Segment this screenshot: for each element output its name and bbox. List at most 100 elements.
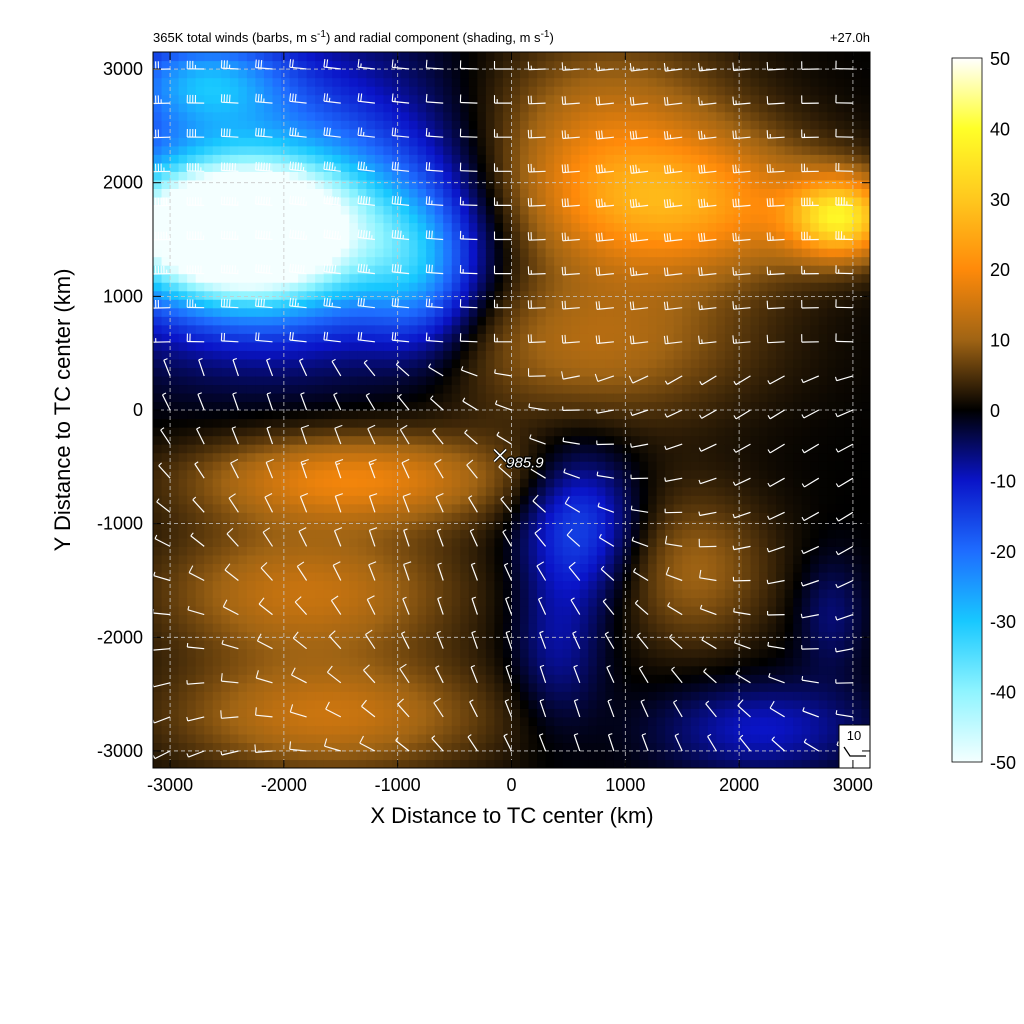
shading-cell xyxy=(306,640,316,650)
shading-cell xyxy=(477,341,487,351)
shading-cell xyxy=(528,128,538,138)
shading-cell xyxy=(255,682,265,692)
shading-cell xyxy=(153,418,163,428)
shading-cell xyxy=(537,682,547,692)
shading-cell xyxy=(554,222,564,232)
shading-cell xyxy=(153,367,163,377)
shading-cell xyxy=(383,742,393,752)
shading-cell xyxy=(400,120,410,130)
shading-cell xyxy=(357,248,367,258)
shading-cell xyxy=(639,725,649,735)
shading-cell xyxy=(528,273,538,283)
shading-cell xyxy=(588,358,598,368)
shading-cell xyxy=(485,375,496,386)
shading-cell xyxy=(212,546,222,556)
shading-cell xyxy=(409,614,419,624)
shading-cell xyxy=(195,231,205,241)
shading-cell xyxy=(434,606,444,616)
shading-cell xyxy=(349,282,359,292)
shading-cell xyxy=(477,580,487,590)
shading-cell xyxy=(468,94,478,104)
shading-cell xyxy=(528,401,538,411)
shading-cell xyxy=(485,418,496,428)
shading-cell xyxy=(238,725,248,735)
shading-cell xyxy=(178,231,188,241)
shading-cell xyxy=(392,563,402,573)
shading-cell xyxy=(340,256,350,266)
shading-cell xyxy=(212,316,222,326)
shading-cell xyxy=(246,188,257,198)
shading-cell xyxy=(306,196,316,207)
shading-cell xyxy=(272,699,282,709)
shading-cell xyxy=(460,392,470,403)
shading-cell xyxy=(170,742,180,752)
shading-cell xyxy=(571,171,581,181)
shading-cell xyxy=(161,614,171,624)
shading-cell xyxy=(596,452,606,462)
shading-cell xyxy=(596,60,606,70)
shading-cell xyxy=(229,444,239,454)
shading-cell xyxy=(502,537,513,547)
shading-cell xyxy=(306,52,316,62)
shading-cell xyxy=(281,478,291,488)
shading-cell xyxy=(221,265,231,275)
shading-cell xyxy=(468,759,478,768)
shading-cell xyxy=(477,222,487,232)
shading-cell xyxy=(451,171,461,181)
shading-cell xyxy=(246,589,257,599)
shading-cell xyxy=(613,708,624,718)
shading-cell xyxy=(400,648,410,658)
shading-cell xyxy=(289,546,299,556)
shading-cell xyxy=(613,452,624,462)
shading-cell xyxy=(298,657,308,667)
shading-cell xyxy=(631,188,641,198)
shading-cell xyxy=(263,324,274,334)
shading-cell xyxy=(272,435,282,445)
shading-cell xyxy=(272,137,282,147)
shading-cell xyxy=(451,435,461,445)
shading-cell xyxy=(383,375,393,386)
shading-cell xyxy=(622,614,632,624)
shading-cell xyxy=(485,427,496,437)
shading-cell xyxy=(502,708,513,718)
shading-cell xyxy=(323,290,333,300)
shading-cell xyxy=(263,213,274,224)
shading-cell xyxy=(520,444,530,454)
shading-cell xyxy=(323,708,333,718)
shading-cell xyxy=(579,427,589,437)
shading-cell xyxy=(289,196,299,207)
shading-cell xyxy=(520,256,530,266)
shading-cell xyxy=(409,742,419,752)
shading-cell xyxy=(332,401,342,411)
shading-cell xyxy=(289,171,299,181)
shading-cell xyxy=(545,597,555,607)
shading-cell xyxy=(443,401,453,411)
shading-cell xyxy=(178,94,188,104)
shading-cell xyxy=(426,478,436,488)
shading-cell xyxy=(281,120,291,130)
shading-cell xyxy=(511,529,521,539)
shading-cell xyxy=(400,299,410,309)
shading-cell xyxy=(579,137,589,147)
shading-cell xyxy=(340,563,350,573)
shading-cell xyxy=(315,358,325,368)
shading-cell xyxy=(477,657,487,667)
shading-cell xyxy=(520,486,530,496)
shading-cell xyxy=(443,495,453,505)
shading-cell xyxy=(170,759,180,768)
shading-cell xyxy=(238,554,248,565)
shading-cell xyxy=(212,324,222,334)
shading-cell xyxy=(485,52,496,62)
shading-cell xyxy=(161,77,171,87)
shading-cell xyxy=(648,188,658,198)
shading-cell xyxy=(187,512,197,522)
shading-cell xyxy=(460,273,470,283)
shading-cell xyxy=(485,682,496,692)
shading-cell xyxy=(468,60,478,70)
shading-cell xyxy=(263,290,274,300)
shading-cell xyxy=(502,640,513,650)
shading-cell xyxy=(571,350,581,360)
shading-cell xyxy=(161,60,171,70)
shading-cell xyxy=(579,580,589,590)
shading-cell xyxy=(417,316,427,326)
